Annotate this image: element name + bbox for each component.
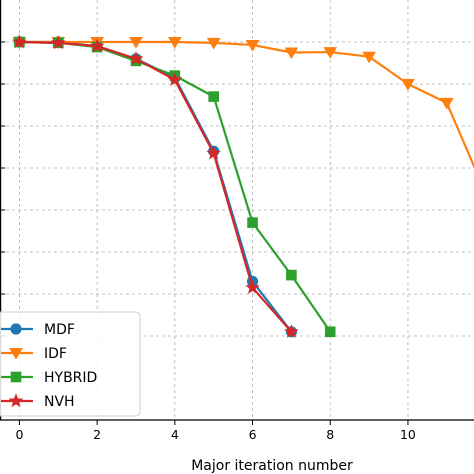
x-tick-label: 10 bbox=[400, 427, 416, 442]
data-point-idf bbox=[439, 97, 454, 110]
x-ticks: 0 2 4 6 8 10 bbox=[0, 41, 416, 442]
data-point-nvh bbox=[284, 324, 299, 339]
data-point-hybrid bbox=[324, 326, 336, 338]
x-tick-label: 0 bbox=[15, 427, 23, 442]
legend-marker-hybrid bbox=[10, 371, 22, 383]
data-point-nvh bbox=[50, 35, 66, 50]
data-point-nvh bbox=[12, 34, 27, 49]
legend-label-hybrid: HYBRID bbox=[44, 370, 97, 386]
legend-item-mdf: MDF bbox=[1, 322, 75, 338]
data-point-nvh bbox=[128, 51, 144, 66]
data-point-idf bbox=[245, 39, 260, 52]
legend-label-idf: IDF bbox=[44, 346, 67, 362]
series-line-nvh bbox=[19, 40, 293, 333]
data-point-hybrid bbox=[286, 269, 297, 281]
series-nvh bbox=[12, 34, 299, 339]
data-point-nvh bbox=[245, 280, 260, 294]
legend: MDF IDF HYBRID NVH bbox=[0, 311, 141, 417]
legend-frame bbox=[0, 311, 141, 417]
data-point-idf bbox=[323, 47, 338, 59]
x-axis-label: Major iteration number bbox=[191, 458, 353, 474]
data-point-idf bbox=[401, 79, 415, 91]
data-point-hybrid bbox=[208, 91, 219, 102]
data-point-idf bbox=[167, 37, 182, 49]
x-tick-label: 8 bbox=[326, 427, 334, 442]
grid bbox=[0, 0, 474, 420]
data-point-nvh bbox=[167, 72, 183, 87]
legend-marker-mdf bbox=[10, 323, 22, 335]
legend-label-mdf: MDF bbox=[44, 322, 75, 338]
data-point-nvh bbox=[89, 38, 105, 53]
legend-item-idf: IDF bbox=[1, 346, 67, 362]
data-point-idf bbox=[284, 47, 299, 60]
legend-label-nvh: NVH bbox=[44, 394, 75, 410]
x-tick-label: 2 bbox=[93, 427, 101, 442]
x-tick-label: 4 bbox=[171, 427, 179, 442]
data-point-nvh bbox=[206, 145, 222, 160]
legend-marker-idf bbox=[9, 348, 23, 360]
data-point-idf bbox=[129, 37, 143, 49]
series-layer bbox=[12, 34, 474, 339]
x-tick-label: 6 bbox=[249, 427, 257, 442]
legend-marker-nvh bbox=[8, 393, 24, 408]
data-point-idf bbox=[362, 51, 376, 64]
data-point-idf bbox=[206, 37, 221, 50]
legend-item-hybrid: HYBRID bbox=[1, 370, 97, 386]
data-point-hybrid bbox=[247, 217, 258, 228]
legend-item-nvh: NVH bbox=[1, 393, 75, 410]
